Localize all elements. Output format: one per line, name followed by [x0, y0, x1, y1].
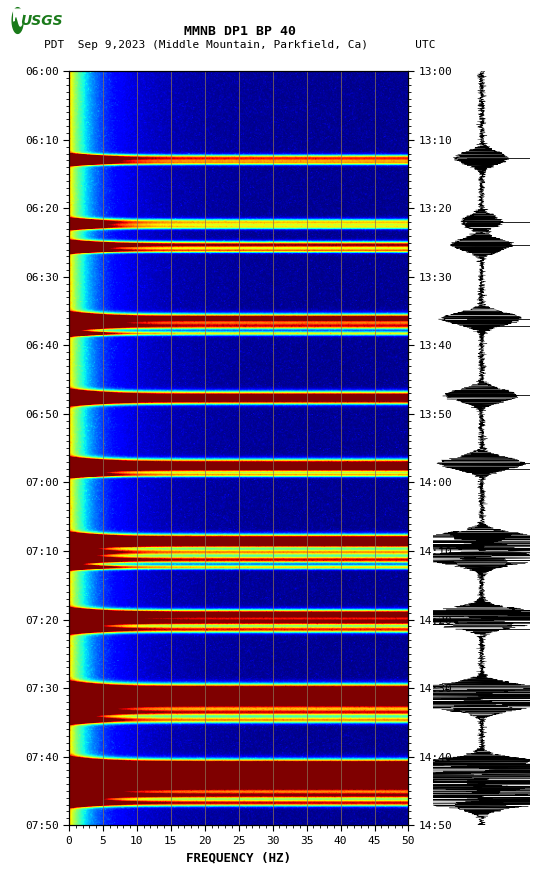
Polygon shape [12, 8, 23, 33]
Text: PDT  Sep 9,2023 (Middle Mountain, Parkfield, Ca)       UTC: PDT Sep 9,2023 (Middle Mountain, Parkfie… [44, 39, 436, 50]
Text: USGS: USGS [20, 13, 63, 28]
Text: MMNB DP1 BP 40: MMNB DP1 BP 40 [184, 25, 296, 37]
X-axis label: FREQUENCY (HZ): FREQUENCY (HZ) [186, 851, 291, 864]
